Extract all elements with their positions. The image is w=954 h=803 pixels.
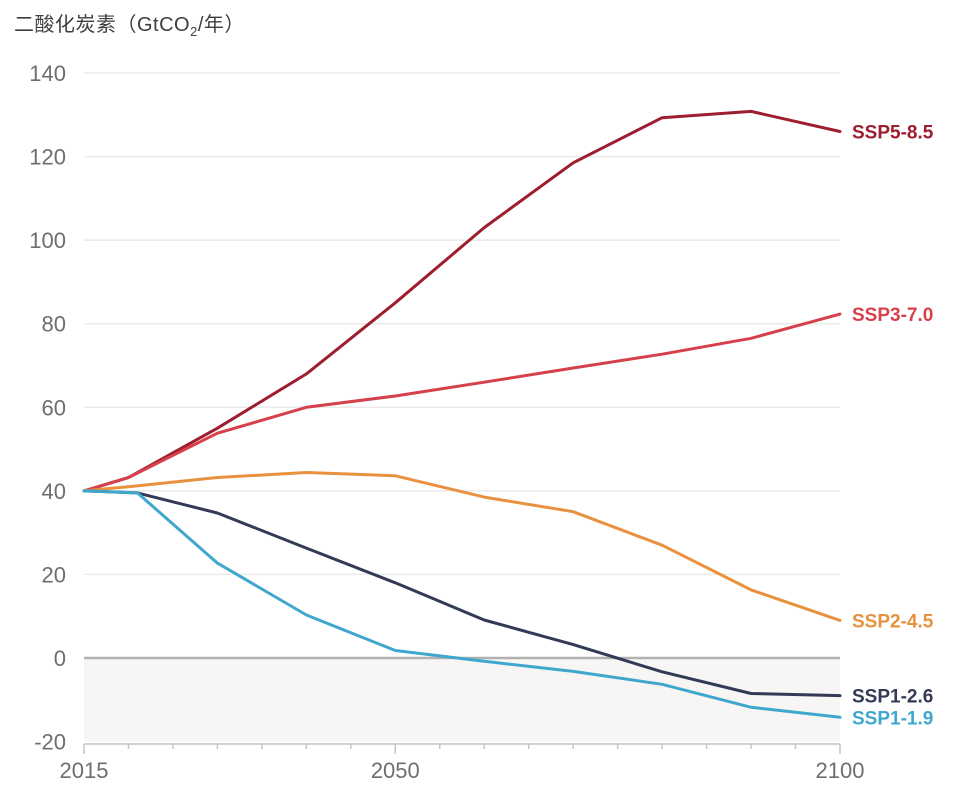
series-label-ssp5-8-5: SSP5-8.5	[852, 122, 934, 143]
axis-layer	[83, 743, 841, 754]
series-label-ssp3-7-0: SSP3-7.0	[852, 305, 933, 326]
y-axis-tick-label: 20	[42, 562, 66, 587]
y-axis-tick-label: 60	[42, 395, 66, 420]
series-label-ssp2-4-5: SSP2-4.5	[852, 611, 934, 632]
negative-region-layer	[84, 658, 840, 742]
series-label-ssp1-2-6: SSP1-2.6	[852, 687, 933, 708]
y-axis-tick-label: 80	[42, 312, 66, 337]
y-axis-tick-label: 140	[29, 61, 66, 86]
series-line-ssp2-4-5	[82, 471, 842, 622]
gridline-layer	[84, 72, 840, 660]
x-axis-tick-label: 2050	[371, 758, 420, 783]
series-line-ssp1-1-9	[82, 489, 842, 719]
y-axis-tick-label: 100	[29, 228, 66, 253]
series-line-ssp1-2-6	[82, 489, 842, 698]
negative-region-shading	[84, 658, 840, 742]
y-axis-tick-label: 0	[54, 646, 66, 671]
series-line-ssp3-7-0	[82, 312, 842, 493]
x-axis-tick-label: 2015	[60, 758, 109, 783]
y-axis-tick-label: -20	[34, 730, 66, 755]
label-layer: 140 120 100 80 60 40 20 0 -20 2015 2050 2100 SSP5-8.…	[29, 61, 933, 783]
chart-title-subscript: 2	[190, 24, 198, 39]
chart-title-suffix: /年）	[197, 14, 245, 36]
series-label-ssp1-1-9: SSP1-1.9	[852, 708, 933, 729]
series-line-ssp5-8-5	[82, 109, 842, 493]
y-axis-tick-label: 120	[29, 145, 66, 170]
chart-title-prefix: 二酸化炭素（GtCO	[14, 14, 191, 36]
y-axis-tick-label: 40	[42, 479, 66, 504]
x-axis-tick-label: 2100	[816, 758, 865, 783]
chart-title: 二酸化炭素（GtCO2/年）	[14, 8, 245, 39]
series-layer	[82, 109, 842, 719]
